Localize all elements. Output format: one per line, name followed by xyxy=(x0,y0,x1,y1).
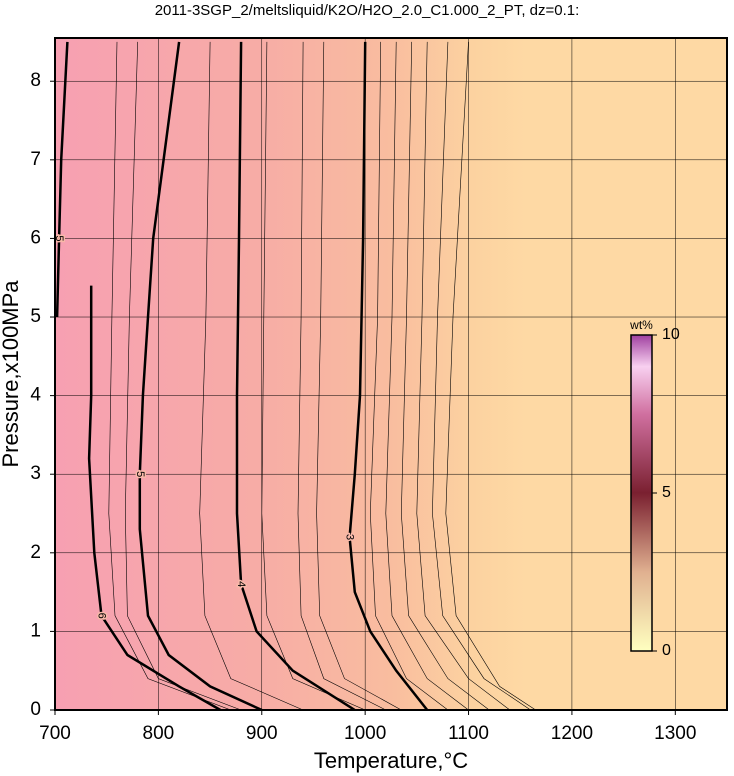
plot-background xyxy=(55,38,727,710)
colorbar-tick-label: 5 xyxy=(662,484,671,501)
x-tick-label: 900 xyxy=(246,723,278,744)
thin-contour xyxy=(108,41,231,710)
chart-title: 2011-3SGP_2/meltsliquid/K2O/H2O_2.0_C1.0… xyxy=(155,2,580,19)
thin-contour xyxy=(445,41,536,710)
y-tick-label: 4 xyxy=(30,385,41,406)
contour-line xyxy=(55,41,69,318)
colorbar-tick-label: 0 xyxy=(662,642,671,659)
contour-line xyxy=(87,285,222,710)
thin-contour xyxy=(297,41,386,710)
y-tick-label: 6 xyxy=(30,227,41,248)
contour-label: 5 xyxy=(134,471,146,477)
x-tick-label: 700 xyxy=(39,723,71,744)
colorbar-label: wt% xyxy=(629,318,653,332)
thin-contour xyxy=(261,41,366,710)
colorbar-tick-label: 10 xyxy=(662,326,680,343)
x-axis-title: Temperature,°C xyxy=(314,748,468,773)
contour-line xyxy=(138,41,263,710)
y-tick-label: 5 xyxy=(30,306,41,327)
plot-area: 3 4 5 6 5 xyxy=(53,38,727,710)
colorbar xyxy=(630,334,653,652)
contour-label: 6 xyxy=(96,613,108,619)
thin-contour xyxy=(124,41,242,710)
thin-contour xyxy=(432,41,531,710)
contour-label: 4 xyxy=(235,581,247,587)
x-tick-label: 1300 xyxy=(654,723,696,744)
y-tick-label: 0 xyxy=(30,699,41,720)
y-axis-title: Pressure,x100MPa xyxy=(0,280,23,468)
thin-contour xyxy=(316,41,402,710)
y-tick-label: 8 xyxy=(30,70,41,91)
x-tick-label: 1100 xyxy=(448,723,489,744)
contour-label: 5 xyxy=(53,235,65,241)
thin-contour xyxy=(385,41,469,710)
contour-line xyxy=(235,41,356,710)
y-tick-label: 2 xyxy=(30,542,41,563)
y-tick-label: 7 xyxy=(30,149,41,170)
thin-contour xyxy=(400,41,490,710)
contour-label: 3 xyxy=(344,534,356,540)
contour-line xyxy=(348,41,429,710)
x-tick-label: 1200 xyxy=(551,723,593,744)
y-tick-label: 1 xyxy=(30,620,41,641)
thin-contour xyxy=(199,41,304,710)
thin-contour xyxy=(416,41,511,710)
y-tick-label: 3 xyxy=(30,463,41,484)
x-tick-label: 800 xyxy=(143,723,175,744)
x-tick-label: 1000 xyxy=(344,723,386,744)
plot-frame xyxy=(54,37,728,711)
thin-contour xyxy=(369,41,449,710)
